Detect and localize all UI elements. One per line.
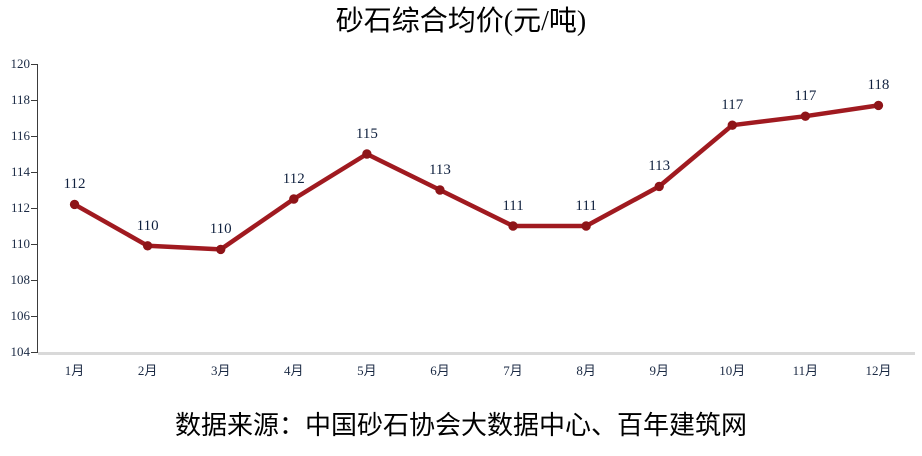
y-axis-tick-label: 114 bbox=[10, 164, 30, 179]
data-point-marker bbox=[435, 185, 445, 195]
data-point-marker bbox=[873, 100, 884, 111]
data-point-value-label: 110 bbox=[136, 217, 159, 234]
data-point-marker bbox=[69, 199, 80, 210]
data-point-marker bbox=[800, 111, 811, 121]
line-series-svg bbox=[69, 100, 884, 255]
y-axis-tick-label: 120 bbox=[10, 56, 31, 71]
data-point-marker bbox=[581, 221, 591, 231]
data-point-value-label: 117 bbox=[721, 97, 744, 114]
x-axis-labels: 1月 2月 3月 4月 5月 6月 7月 8月 9月 10月 11月 12月 bbox=[38, 360, 915, 386]
data-point-marker bbox=[727, 120, 737, 130]
y-axis-tick-label: 116 bbox=[10, 128, 30, 143]
data-point-value-label: 113 bbox=[648, 158, 671, 175]
series-line bbox=[72, 103, 881, 252]
x-axis-tick-label: 7月 bbox=[503, 363, 523, 378]
data-point-value-label: 113 bbox=[428, 162, 451, 178]
x-axis-line bbox=[38, 352, 915, 355]
x-axis-tick-label: 1月 bbox=[64, 363, 85, 378]
x-axis-tick-label: 12月 bbox=[865, 363, 892, 378]
data-point-value-label: 110 bbox=[209, 221, 232, 238]
y-axis-tick bbox=[31, 280, 37, 281]
data-point-value-label: 111 bbox=[575, 198, 597, 214]
chart-title: 砂石综合均价(元/吨) bbox=[335, 6, 587, 37]
y-axis-tick bbox=[31, 172, 37, 173]
x-axis-tick-label: 5月 bbox=[357, 363, 377, 378]
y-axis-tick-label: 106 bbox=[10, 308, 31, 323]
x-axis-tick-label: 11月 bbox=[792, 363, 819, 378]
data-point-marker bbox=[362, 149, 372, 159]
x-axis-tick-label: 9月 bbox=[649, 363, 669, 378]
data-point-marker bbox=[216, 244, 226, 255]
data-point-value-label: 111 bbox=[502, 198, 524, 214]
x-axis-tick-label: 6月 bbox=[430, 363, 450, 378]
data-point-value-label: 115 bbox=[355, 126, 378, 142]
source-note: 数据来源：中国砂石协会大数据中心、百年建筑网 bbox=[174, 411, 747, 440]
data-point-value-label: 112 bbox=[63, 176, 86, 193]
y-axis-tick bbox=[31, 100, 37, 101]
data-point-labels: 112 110 110 112 115 113 111 111 113 117 117 118 bbox=[38, 64, 915, 352]
data-point-marker bbox=[508, 221, 518, 231]
y-axis-tick bbox=[31, 352, 37, 353]
data-point-marker bbox=[289, 194, 299, 204]
data-point-marker bbox=[142, 241, 153, 251]
y-axis-tick-label: 112 bbox=[10, 200, 30, 215]
y-axis-line bbox=[37, 64, 38, 353]
x-axis-tick-label: 3月 bbox=[210, 363, 231, 378]
data-point-value-label: 118 bbox=[867, 77, 890, 94]
data-point-marker bbox=[654, 181, 664, 192]
y-axis-tick-label: 110 bbox=[10, 236, 30, 251]
y-axis-tick-label: 118 bbox=[10, 92, 30, 107]
y-axis-tick-label: 104 bbox=[10, 344, 31, 359]
x-axis-tick-label: 2月 bbox=[137, 363, 158, 378]
y-axis-tick-label: 108 bbox=[10, 272, 31, 287]
y-axis-tick bbox=[31, 316, 37, 317]
y-axis-tick bbox=[31, 64, 37, 65]
plot-area bbox=[38, 64, 915, 352]
data-point-value-label: 117 bbox=[794, 88, 817, 105]
x-axis-tick-label: 10月 bbox=[719, 363, 746, 378]
y-axis-tick bbox=[31, 244, 37, 245]
y-axis-tick bbox=[31, 136, 37, 137]
y-axis-labels: 120 118 116 114 112 110 108 106 104 bbox=[0, 0, 31, 456]
data-point-value-label: 112 bbox=[282, 171, 305, 187]
x-axis-tick-label: 8月 bbox=[576, 363, 596, 378]
x-axis-tick-label: 4月 bbox=[284, 363, 304, 378]
y-axis-tick bbox=[31, 208, 37, 209]
